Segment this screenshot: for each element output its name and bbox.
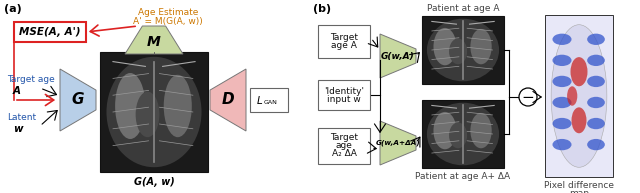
Text: Target age: Target age — [7, 75, 55, 85]
FancyBboxPatch shape — [318, 25, 370, 58]
Polygon shape — [210, 69, 246, 131]
Text: G(w,A): G(w,A) — [381, 52, 415, 60]
Text: Latent: Latent — [7, 113, 36, 123]
Text: Patient at age A: Patient at age A — [427, 4, 499, 13]
Text: G(A, w): G(A, w) — [134, 177, 174, 187]
Ellipse shape — [552, 139, 572, 150]
Text: G(w,A+ΔA): G(w,A+ΔA) — [376, 140, 420, 146]
Text: 'Identity': 'Identity' — [324, 86, 364, 96]
Text: D: D — [221, 92, 234, 108]
Text: G: G — [72, 92, 84, 108]
Ellipse shape — [136, 92, 159, 137]
Bar — [422, 16, 504, 84]
Ellipse shape — [427, 19, 499, 81]
Text: A: A — [13, 86, 21, 96]
Ellipse shape — [551, 25, 607, 167]
Text: −: − — [522, 91, 534, 106]
Ellipse shape — [449, 122, 467, 148]
Ellipse shape — [552, 118, 572, 129]
Ellipse shape — [449, 38, 467, 64]
Text: GAN: GAN — [264, 101, 278, 106]
Ellipse shape — [587, 118, 605, 129]
Ellipse shape — [587, 97, 605, 108]
Bar — [422, 100, 504, 168]
Text: (b): (b) — [313, 4, 331, 14]
FancyBboxPatch shape — [14, 22, 86, 42]
Text: MSE(A, A'): MSE(A, A') — [19, 27, 81, 37]
Polygon shape — [380, 34, 416, 78]
Text: map: map — [569, 189, 589, 193]
Circle shape — [519, 88, 537, 106]
Text: $L$: $L$ — [256, 94, 263, 106]
Ellipse shape — [427, 103, 499, 165]
Ellipse shape — [164, 75, 192, 137]
Ellipse shape — [552, 76, 572, 87]
Text: w: w — [13, 124, 22, 134]
Bar — [545, 15, 613, 177]
Ellipse shape — [570, 57, 588, 86]
Text: Target: Target — [330, 33, 358, 42]
Ellipse shape — [106, 57, 202, 167]
Ellipse shape — [567, 86, 577, 106]
Text: age A: age A — [331, 41, 357, 50]
Text: M: M — [147, 35, 161, 49]
Text: Age Estimate: Age Estimate — [138, 8, 198, 17]
Ellipse shape — [587, 34, 605, 45]
Text: A₂ ΔA: A₂ ΔA — [332, 150, 356, 158]
FancyBboxPatch shape — [318, 80, 370, 110]
Ellipse shape — [552, 97, 572, 108]
Polygon shape — [125, 26, 183, 54]
Ellipse shape — [572, 107, 586, 133]
Text: Target: Target — [330, 134, 358, 142]
Ellipse shape — [587, 139, 605, 150]
Text: Patient at age A+ ΔA: Patient at age A+ ΔA — [415, 172, 511, 181]
Ellipse shape — [115, 73, 145, 139]
Ellipse shape — [587, 76, 605, 87]
FancyBboxPatch shape — [250, 88, 288, 112]
Ellipse shape — [470, 113, 492, 148]
Text: age: age — [335, 141, 353, 151]
Text: A' = M(G(A, w)): A' = M(G(A, w)) — [133, 17, 203, 26]
FancyBboxPatch shape — [318, 128, 370, 164]
Polygon shape — [60, 69, 96, 131]
Ellipse shape — [433, 28, 456, 65]
Ellipse shape — [470, 29, 492, 64]
Ellipse shape — [552, 34, 572, 45]
Ellipse shape — [552, 55, 572, 66]
Polygon shape — [380, 121, 416, 165]
Text: Pixel difference: Pixel difference — [544, 181, 614, 190]
Ellipse shape — [587, 55, 605, 66]
Bar — [100, 52, 208, 172]
Ellipse shape — [433, 112, 456, 149]
Text: input w: input w — [327, 95, 361, 103]
Text: (a): (a) — [4, 4, 22, 14]
